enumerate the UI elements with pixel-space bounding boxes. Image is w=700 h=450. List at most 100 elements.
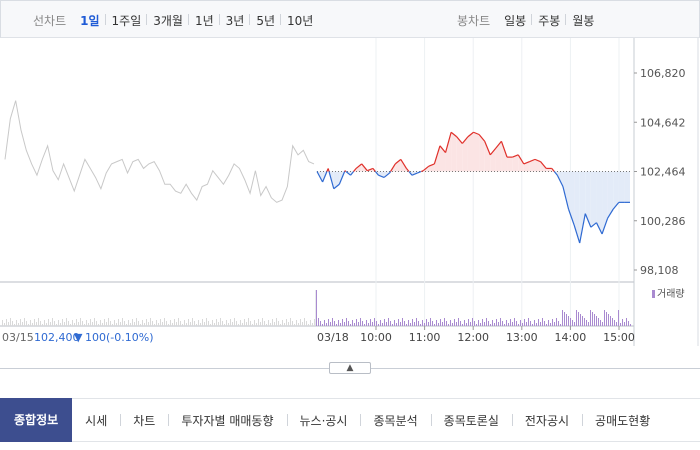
volume-bar xyxy=(600,320,601,326)
volume-bar xyxy=(576,310,577,326)
volume-bar xyxy=(548,320,549,326)
volume-bar xyxy=(538,319,539,326)
nav-chart[interactable]: 차트 xyxy=(120,412,168,429)
volume-bar xyxy=(440,319,441,326)
nav-stock-analysis[interactable]: 종목분석 xyxy=(360,412,430,429)
volume-bar xyxy=(16,320,17,326)
volume-bar xyxy=(292,321,293,326)
change-fill-segment xyxy=(534,159,541,172)
nav-overview[interactable]: 종합정보 xyxy=(0,398,73,442)
volume-bar xyxy=(454,319,455,326)
volume-bar xyxy=(152,321,153,326)
price-segment xyxy=(400,159,407,169)
change-fill-segment xyxy=(395,159,401,172)
nav-investor-trading[interactable]: 투자자별 매매동향 xyxy=(168,412,286,429)
change-fill-segment xyxy=(451,132,457,172)
tab-3months[interactable]: 3개월 xyxy=(146,12,189,29)
volume-bar xyxy=(286,319,287,326)
volume-bar xyxy=(164,318,165,326)
change-fill-segment xyxy=(484,141,491,172)
tab-10years[interactable]: 10년 xyxy=(280,12,319,29)
volume-bar xyxy=(276,318,277,326)
volume-bar xyxy=(438,323,439,326)
price-segment xyxy=(353,168,357,172)
volume-bar xyxy=(386,322,387,326)
volume-bar xyxy=(144,323,145,326)
price-segment xyxy=(523,161,530,165)
volume-bar xyxy=(202,319,203,326)
volume-bar xyxy=(426,319,427,326)
volume-bar xyxy=(100,320,101,326)
volume-bar xyxy=(368,323,369,326)
tab-3years[interactable]: 3년 xyxy=(218,12,251,29)
change-fill-segment xyxy=(445,132,452,172)
volume-bar xyxy=(612,318,613,326)
volume-bar xyxy=(412,319,413,326)
y-axis-ticks: 106,820 104,642 102,464 100,286 98,108 xyxy=(634,67,686,277)
volume-bar xyxy=(334,321,335,326)
tab-5years[interactable]: 5년 xyxy=(249,12,281,29)
price-segment xyxy=(553,171,558,176)
volume-bar xyxy=(544,321,545,326)
volume-bar xyxy=(206,318,207,326)
volume-bar xyxy=(76,319,77,326)
change-fill-segment xyxy=(596,171,603,235)
volume-bar xyxy=(532,324,533,326)
volume-bar xyxy=(564,312,565,326)
tab-1day[interactable]: 1일 xyxy=(80,13,100,28)
volume-legend: 거래량 xyxy=(657,288,685,300)
collapse-button[interactable]: ▲ xyxy=(329,362,371,374)
volume-bar xyxy=(450,320,451,326)
volume-bar xyxy=(312,323,313,326)
previous-day-line xyxy=(4,100,315,203)
volume-bar xyxy=(170,320,171,326)
volume-bar xyxy=(172,323,173,326)
volume-bar xyxy=(150,318,151,326)
nav-short-selling[interactable]: 공매도현황 xyxy=(582,412,663,429)
tab-monthly-candle[interactable]: 월봉 xyxy=(565,12,600,29)
price-segment xyxy=(417,170,422,174)
volume-bar xyxy=(624,322,625,326)
price-segment xyxy=(579,213,586,244)
nav-discussion[interactable]: 종목토론실 xyxy=(430,412,512,429)
volume-bar xyxy=(214,323,215,326)
tab-1week[interactable]: 1주일 xyxy=(104,12,148,29)
volume-bar xyxy=(536,323,537,326)
volume-bar xyxy=(498,322,499,326)
x-tick-label: 14:00 xyxy=(555,331,587,344)
volume-bar xyxy=(44,320,45,326)
volume-bar xyxy=(360,318,361,326)
price-segment xyxy=(316,171,324,183)
price-segment xyxy=(601,217,609,235)
volume-bar xyxy=(416,318,417,326)
volume-bar xyxy=(406,324,407,326)
change-fill-segment xyxy=(473,132,480,172)
volume-bar xyxy=(590,310,591,326)
volume-bar xyxy=(126,324,127,326)
change-fill-segment xyxy=(579,171,586,244)
volume-bar xyxy=(506,320,507,326)
volume-bar xyxy=(68,321,69,326)
volume-bar xyxy=(284,323,285,326)
nav-price[interactable]: 시세 xyxy=(85,413,108,428)
tab-1year[interactable]: 1년 xyxy=(187,12,220,29)
volume-bar xyxy=(314,319,315,326)
volume-bar xyxy=(510,319,511,326)
prev-day-change: 100 xyxy=(85,331,106,344)
volume-bar xyxy=(90,319,91,326)
volume-bar xyxy=(308,324,309,326)
volume-bar xyxy=(216,319,217,326)
y-tick-label: 98,108 xyxy=(640,264,679,277)
tab-weekly-candle[interactable]: 주봉 xyxy=(531,12,566,29)
volume-bar xyxy=(474,321,475,326)
volume-bar xyxy=(306,321,307,326)
price-segment xyxy=(495,140,502,149)
nav-news-disclosure[interactable]: 뉴스·공시 xyxy=(286,412,361,429)
nav-e-disclosure[interactable]: 전자공시 xyxy=(511,412,582,429)
volume-bar xyxy=(218,322,219,326)
tab-daily-candle[interactable]: 일봉 xyxy=(504,13,527,28)
volume-bar xyxy=(288,322,289,326)
volume-bar xyxy=(596,316,597,326)
volume-bar xyxy=(348,321,349,326)
volume-bar xyxy=(420,324,421,326)
